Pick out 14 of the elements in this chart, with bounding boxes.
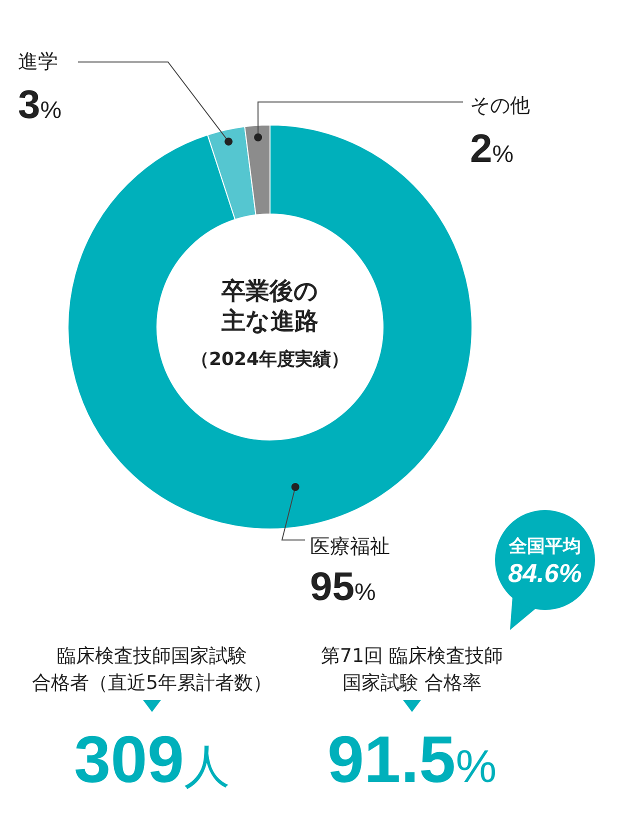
text: 卒業後の主な進路 [220,277,318,335]
text: 309人 [74,722,230,796]
data-label: 2% [470,127,514,171]
text: 臨床検査技師国家試験合格者（直近5年累計者数） [32,645,272,694]
slice-label: その他 [470,93,530,117]
slice-label: 医療福祉 [310,534,390,558]
text: 第71回 臨床検査技師国家試験 合格率 [320,645,504,694]
data-label: 95% [310,565,376,609]
slice-label: 進学 [18,49,58,73]
text: （2024年度実績） [190,349,350,370]
data-label: 3% [18,83,62,127]
text: 全国平均 [508,536,581,557]
text: 84.6% [508,558,582,588]
text: 91.5% [327,722,497,796]
